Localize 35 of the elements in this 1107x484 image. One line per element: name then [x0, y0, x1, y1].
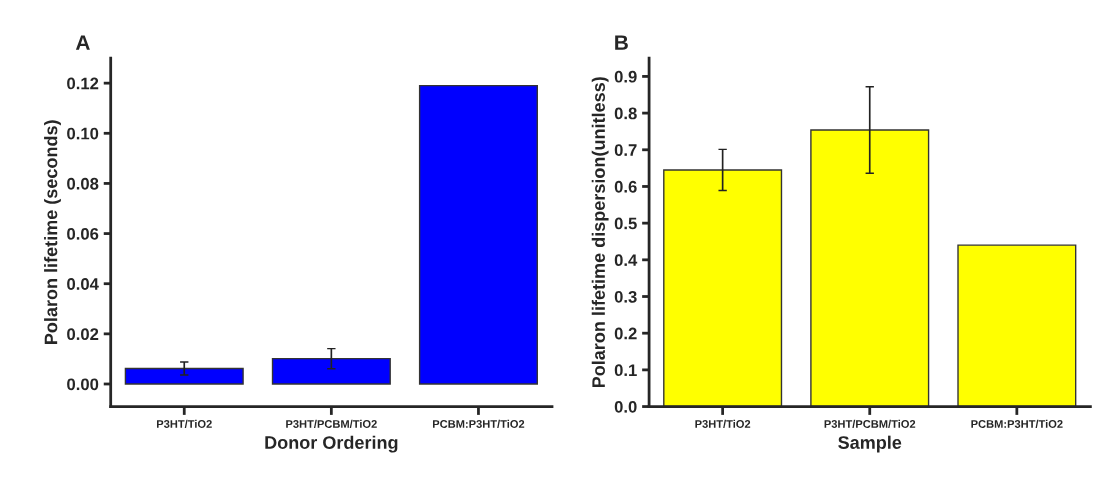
bar [957, 244, 1077, 407]
bar [663, 169, 783, 407]
bar [418, 84, 538, 385]
x-tick-label: PCBM:P3HT/TiO2 [433, 419, 525, 429]
x-tick-label: P3HT/PCBM/TiO2 [286, 419, 377, 429]
bar [810, 129, 930, 407]
y-tick-label: 0.12 [67, 77, 99, 90]
x-tick-label: P3HT/TiO2 [695, 419, 751, 429]
y-tick-label: 0.10 [67, 127, 99, 140]
y-tick-label: 0.06 [67, 227, 99, 240]
bar [124, 367, 244, 385]
chart-title: B [615, 35, 628, 50]
y-tick-label: 0.7 [614, 144, 637, 156]
y-tick-label: 0.08 [67, 177, 99, 190]
y-tick-label: 0.4 [614, 254, 638, 267]
x-axis-title: Sample [838, 435, 902, 453]
y-tick-label: 0.9 [614, 70, 637, 83]
y-tick-label: 0.6 [614, 180, 637, 193]
x-axis-title: Donor Ordering [265, 435, 398, 453]
bar [271, 357, 391, 385]
y-tick-label: 0.8 [614, 107, 637, 120]
chart-title: A [75, 35, 90, 50]
y-tick-label: 0.0 [614, 400, 637, 413]
y-tick-label: 0.5 [614, 217, 637, 230]
x-tick-label: PCBM:P3HT/TiO2 [971, 419, 1063, 429]
y-axis-title: Polaron lifetime (seconds) [44, 120, 61, 344]
y-tick-label: 0.2 [614, 327, 637, 340]
y-tick-label: 0.02 [67, 328, 99, 341]
y-tick-label: 0.00 [67, 378, 99, 391]
y-tick-label: 0.04 [67, 278, 99, 290]
x-tick-label: P3HT/TiO2 [157, 419, 212, 429]
y-tick-label: 0.1 [614, 364, 637, 377]
y-axis-title: Polaron lifetime dispersion(unitless) [591, 77, 609, 388]
y-tick-label: 0.3 [614, 290, 637, 303]
x-tick-label: P3HT/PCBM/TiO2 [824, 419, 916, 429]
